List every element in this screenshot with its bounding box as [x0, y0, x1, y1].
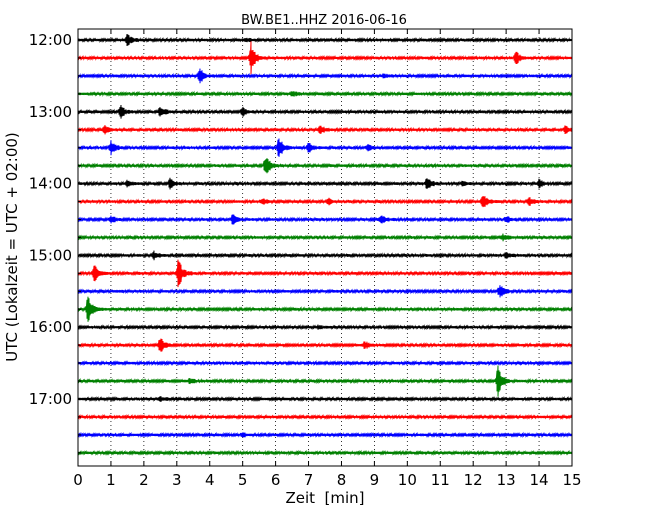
x-axis: 0 1 2 3 4 5 6 7 8 9 10 11 12 13 14 15	[73, 29, 582, 489]
x-tick-label: 3	[172, 471, 182, 489]
x-tick-label: 8	[337, 471, 347, 489]
seismic-trace	[77, 413, 573, 421]
seismic-trace	[77, 431, 573, 439]
plot-frame	[77, 28, 573, 467]
seismic-trace	[77, 177, 573, 190]
seismic-trace	[77, 296, 573, 322]
x-tick-label: 5	[238, 471, 248, 489]
seismic-trace	[77, 195, 573, 208]
chart-title: BW.BE1..HHZ 2016-06-16	[241, 13, 407, 28]
x-tick-label: 12	[464, 471, 483, 489]
seismic-trace	[77, 214, 573, 225]
y-tick-label: 12:00	[29, 31, 72, 49]
seismic-trace	[77, 125, 573, 135]
y-axis-label: UTC (Lokalzeit = UTC + 02:00)	[3, 132, 21, 362]
grid-lines	[110, 29, 540, 466]
seismic-trace	[77, 359, 573, 367]
seismic-trace	[77, 259, 573, 288]
seismic-trace	[77, 41, 573, 75]
seismic-trace	[77, 33, 573, 47]
seismic-trace	[77, 323, 573, 331]
seismic-trace	[77, 138, 573, 157]
y-tick-label: 13:00	[29, 103, 72, 121]
seismic-trace	[77, 90, 573, 98]
seismic-trace	[77, 233, 573, 242]
y-tick-label: 14:00	[29, 175, 72, 193]
y-tick-label: 17:00	[29, 390, 72, 408]
x-tick-label: 1	[106, 471, 116, 489]
seismic-trace	[77, 365, 573, 397]
seismic-trace	[77, 104, 573, 119]
seismic-trace	[77, 285, 573, 298]
trace-group	[77, 33, 573, 457]
x-tick-label: 0	[73, 471, 83, 489]
seismic-trace	[77, 395, 573, 403]
seismic-trace	[77, 250, 573, 261]
seismic-trace	[77, 68, 573, 84]
x-axis-label: Zeit [min]	[285, 489, 364, 507]
x-tick-label: 14	[530, 471, 549, 489]
x-tick-label: 2	[139, 471, 149, 489]
y-axis: 12:00 13:00 14:00 15:00 16:00 17:00	[29, 31, 84, 454]
seismic-trace	[77, 338, 573, 352]
x-tick-label: 15	[562, 471, 581, 489]
seismic-trace	[77, 449, 573, 457]
x-tick-label: 4	[205, 471, 215, 489]
y-tick-label: 15:00	[29, 246, 72, 264]
x-tick-label: 6	[271, 471, 281, 489]
seismic-trace	[77, 158, 573, 174]
y-tick-label: 16:00	[29, 318, 72, 336]
x-tick-label: 13	[497, 471, 516, 489]
x-tick-label: 7	[304, 471, 314, 489]
x-tick-label: 10	[398, 471, 417, 489]
x-tick-label: 9	[370, 471, 380, 489]
x-tick-label: 11	[431, 471, 450, 489]
